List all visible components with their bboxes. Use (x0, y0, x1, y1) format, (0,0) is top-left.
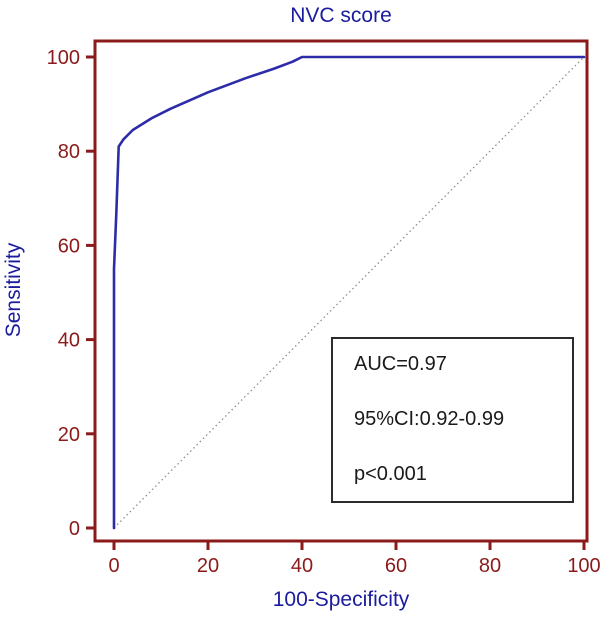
reference-diagonal-line (113, 56, 585, 529)
x-tick-label: 60 (385, 555, 407, 577)
stat-auc: AUC=0.97 (354, 353, 447, 375)
chart-title: NVC score (290, 4, 392, 27)
stat-ci: 95%CI:0.92-0.99 (354, 408, 505, 430)
x-tick-label: 20 (197, 555, 219, 577)
x-tick-label: 80 (479, 555, 501, 577)
y-tick-label: 40 (58, 330, 80, 352)
y-tick-label: 80 (58, 141, 80, 163)
x-tick-label: 100 (567, 555, 600, 577)
y-tick-label: 20 (58, 424, 80, 446)
axis-frame (93, 39, 589, 543)
stat-pvalue: p<0.001 (354, 463, 427, 485)
x-tick-label: 40 (291, 555, 313, 577)
x-tick-label: 0 (108, 555, 119, 577)
stats-box: AUC=0.97 95%CI:0.92-0.99 p<0.001 (331, 337, 574, 503)
y-tick-label: 100 (47, 47, 80, 69)
x-axis-label: 100-Specificity (272, 588, 410, 611)
y-tick-label: 0 (69, 518, 80, 540)
y-tick-label: 60 (58, 235, 80, 257)
roc-curve-line (112, 55, 586, 530)
